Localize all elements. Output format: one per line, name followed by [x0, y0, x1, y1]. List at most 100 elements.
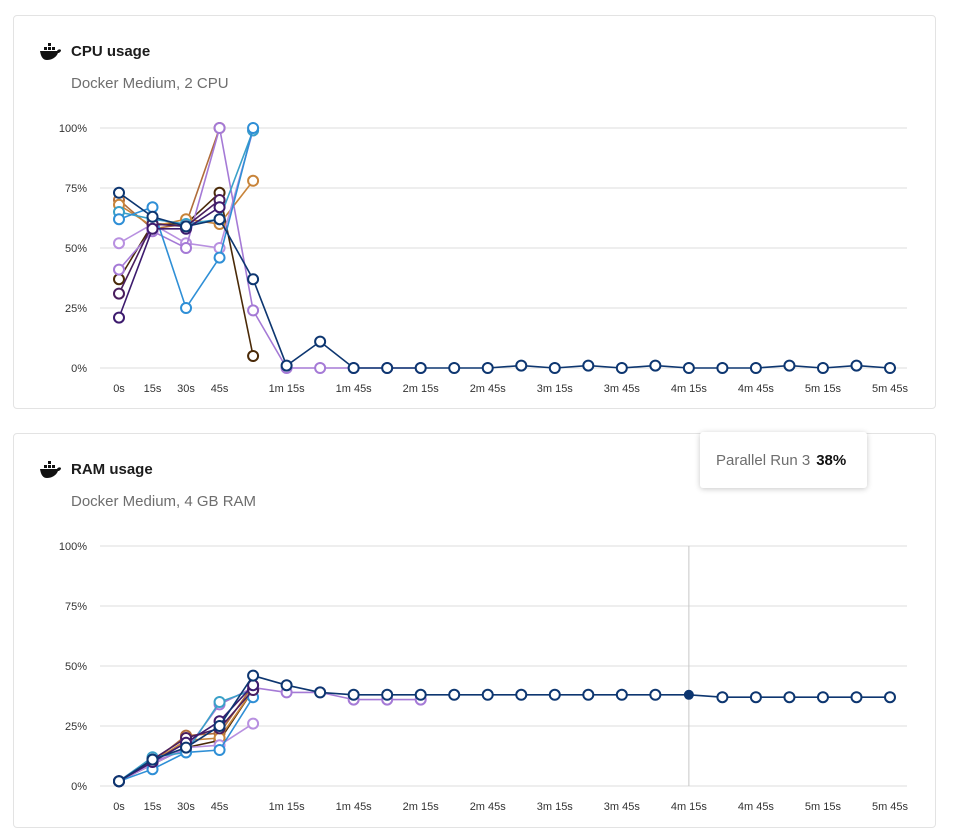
- data-point: [448, 362, 461, 374]
- y-tick-label: 0%: [71, 781, 87, 793]
- data-point: [247, 174, 260, 187]
- docker-whale-icon: [40, 461, 61, 478]
- x-tick-label: 3m 15s: [537, 383, 574, 395]
- y-tick-label: 100%: [59, 123, 87, 135]
- data-point: [749, 362, 762, 374]
- data-point: [448, 688, 461, 701]
- data-point: [280, 679, 293, 692]
- series-line: [118, 199, 221, 294]
- x-tick-label: 5m 45s: [872, 383, 909, 395]
- data-point: [414, 362, 427, 374]
- data-point: [146, 201, 159, 214]
- data-point: [113, 213, 125, 226]
- x-tick-label: 4m 15s: [671, 383, 708, 395]
- data-point: [180, 220, 193, 233]
- x-tick-label: 15s: [144, 383, 162, 395]
- data-point: [347, 362, 360, 374]
- data-point: [716, 362, 729, 374]
- x-tick-label: 4m 45s: [738, 383, 775, 395]
- data-point: [850, 359, 863, 372]
- data-point: [582, 359, 595, 372]
- data-point: [213, 122, 226, 134]
- data-point: [280, 359, 293, 372]
- data-point: [481, 362, 494, 374]
- chart-title: CPU usage: [71, 43, 151, 60]
- data-point: [314, 362, 327, 374]
- chart-0: 100% 75% 50% 25% 0% 0s 15s 30s 45s 1m 15s 1m 45s 2m…: [59, 122, 909, 395]
- data-point: [749, 691, 762, 704]
- data-point: [850, 691, 863, 704]
- data-point: [884, 362, 896, 374]
- data-point: [884, 691, 896, 704]
- data-point: [213, 201, 226, 214]
- y-tick-label: 25%: [65, 721, 87, 733]
- data-point: [113, 775, 125, 788]
- x-tick-label: 3m 45s: [604, 383, 641, 395]
- data-point: [213, 696, 226, 708]
- x-tick-label: 1m 45s: [336, 383, 373, 395]
- x-tick-label: 2m 15s: [403, 383, 440, 395]
- data-point: [213, 720, 226, 732]
- data-point: [247, 273, 260, 286]
- chart-1: 100% 75% 50% 25% 0% 0s 15s 30s 45s 1m 15s 1m 45s 2m…: [59, 541, 909, 813]
- highlighted-point: [683, 689, 694, 700]
- data-point: [783, 359, 796, 372]
- data-point: [213, 744, 226, 756]
- data-point: [113, 311, 125, 324]
- x-tick-label: 45s: [211, 383, 229, 395]
- x-tick-label: 1m 15s: [269, 801, 306, 813]
- data-point: [247, 350, 260, 362]
- data-point: [113, 273, 125, 286]
- data-point: [582, 688, 595, 701]
- data-point: [816, 691, 829, 704]
- data-point: [515, 688, 528, 701]
- y-tick-label: 75%: [65, 183, 87, 195]
- series-line: [118, 206, 221, 318]
- data-point: [113, 186, 125, 199]
- x-tick-label: 3m 45s: [604, 801, 641, 813]
- chart-subtitle: Docker Medium, 2 CPU: [71, 75, 229, 92]
- chart-subtitle: Docker Medium, 4 GB RAM: [71, 493, 257, 510]
- data-point: [548, 362, 561, 374]
- data-point: [146, 222, 159, 235]
- data-point: [113, 263, 125, 276]
- x-tick-label: 0s: [113, 801, 125, 813]
- data-point: [347, 688, 360, 701]
- x-tick-label: 4m 15s: [671, 801, 708, 813]
- x-tick-label: 1m 45s: [336, 801, 373, 813]
- data-point: [113, 287, 125, 300]
- y-tick-label: 50%: [65, 243, 87, 255]
- data-point: [180, 741, 193, 754]
- data-point: [146, 753, 159, 766]
- x-tick-label: 4m 45s: [738, 801, 775, 813]
- data-point: [213, 251, 226, 264]
- chart-title: RAM usage: [71, 461, 153, 478]
- y-tick-label: 100%: [59, 541, 87, 553]
- data-point: [481, 688, 494, 701]
- x-tick-label: 0s: [113, 383, 125, 395]
- data-point: [615, 362, 628, 374]
- data-point: [783, 691, 796, 704]
- y-tick-label: 75%: [65, 601, 87, 613]
- tooltip-value: 38%: [816, 452, 847, 469]
- x-tick-label: 2m 45s: [470, 383, 507, 395]
- x-tick-label: 1m 15s: [269, 383, 306, 395]
- data-point: [213, 213, 226, 226]
- data-point: [314, 686, 327, 699]
- y-tick-label: 50%: [65, 661, 87, 673]
- series-line: [118, 674, 890, 782]
- x-tick-label: 30s: [177, 383, 195, 395]
- data-point: [381, 688, 394, 701]
- y-tick-label: 25%: [65, 303, 87, 315]
- x-tick-label: 2m 45s: [470, 801, 507, 813]
- x-tick-label: 5m 15s: [805, 801, 842, 813]
- series-line: [118, 127, 221, 230]
- data-point: [381, 362, 394, 374]
- x-tick-label: 3m 15s: [537, 801, 574, 813]
- data-point: [515, 359, 528, 372]
- x-tick-label: 15s: [144, 801, 162, 813]
- series-line: [118, 130, 254, 225]
- data-point: [247, 669, 260, 682]
- data-point: [548, 688, 561, 701]
